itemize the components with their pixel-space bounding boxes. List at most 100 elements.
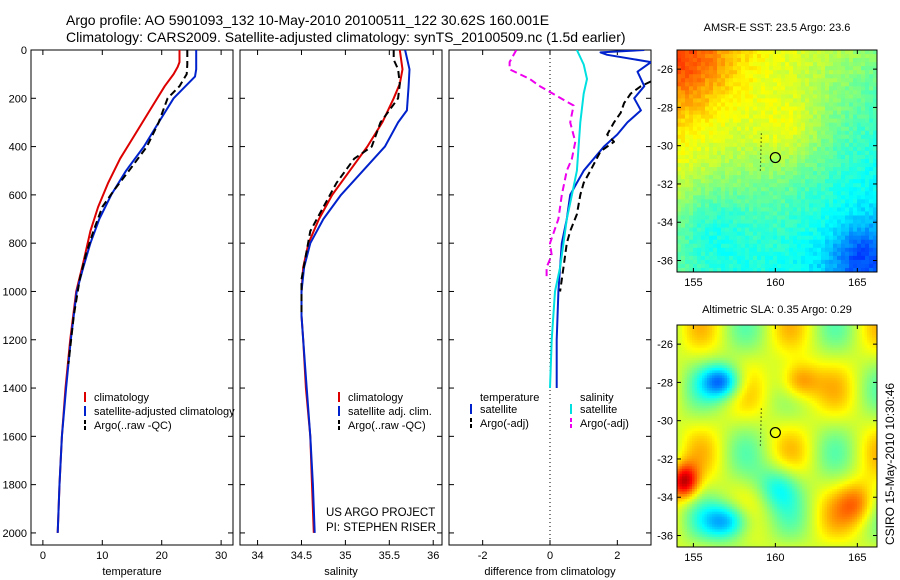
sla-map-cell xyxy=(719,405,723,409)
sst-map-cell xyxy=(861,142,866,148)
sla-map-cell xyxy=(684,335,688,339)
sst-map-cell xyxy=(741,223,746,228)
sst-map-cell xyxy=(705,255,710,261)
sst-map-cell xyxy=(793,74,798,79)
sla-map-cell xyxy=(712,499,715,502)
sla-map-cell xyxy=(717,438,720,442)
sla-map-cell xyxy=(697,486,700,490)
sla-map-cell xyxy=(722,466,725,470)
sla-map-cell xyxy=(714,483,718,487)
sst-map-cell xyxy=(757,142,762,148)
sla-map-cell xyxy=(727,514,730,518)
sst-map-cell xyxy=(733,203,738,208)
sla-map-cell xyxy=(729,433,733,437)
sst-map-cell xyxy=(773,102,778,107)
sst-map-cell xyxy=(753,74,758,79)
sst-map-cell xyxy=(697,219,702,224)
sst-map-cell xyxy=(865,150,870,156)
sla-map-cell xyxy=(692,342,695,346)
sst-map-cell xyxy=(729,114,734,120)
sla-map-cell xyxy=(684,461,688,465)
sst-map-cell xyxy=(841,239,846,245)
sst-map-cell xyxy=(737,50,742,55)
sla-map-cell xyxy=(689,332,693,336)
sst-map-cell xyxy=(873,114,878,120)
sla-map-cell xyxy=(704,461,708,465)
sla-map-cell xyxy=(724,370,728,374)
sst-map-cell xyxy=(769,70,774,75)
sst-map-cell xyxy=(817,167,822,172)
sst-map-cell xyxy=(785,50,790,55)
sst-map-cell xyxy=(805,175,810,180)
sla-map-cell xyxy=(732,481,735,485)
sla-map-cell xyxy=(677,385,680,389)
sla-map-cell xyxy=(707,423,710,427)
sla-map-cell xyxy=(709,443,713,447)
sla-map-cell xyxy=(702,463,705,467)
sst-map-cell xyxy=(869,54,874,59)
sla-map-cell xyxy=(712,335,715,339)
sla-map-cell xyxy=(732,473,735,477)
sst-map-cell xyxy=(837,118,842,124)
sst-map-cell xyxy=(781,235,786,241)
sst-map-cell xyxy=(793,138,798,144)
sla-map-cell xyxy=(677,355,680,359)
sst-map-cell xyxy=(869,195,874,200)
sla-map-cell xyxy=(677,524,680,528)
sla-map-cell xyxy=(712,388,715,391)
sla-map-cell xyxy=(692,372,695,376)
sla-map-cell xyxy=(682,390,685,394)
sst-map-cell xyxy=(809,130,814,136)
sla-map-cell xyxy=(679,438,683,442)
sst-map-cell xyxy=(697,223,702,228)
sst-map-cell xyxy=(861,171,866,176)
sla-map-cell xyxy=(692,478,695,482)
sla-map-cell xyxy=(727,350,730,354)
sst-map-cell xyxy=(721,86,726,91)
sst-map-cell xyxy=(821,78,826,83)
sst-map-cell xyxy=(677,255,682,261)
sla-map-cell xyxy=(722,423,725,427)
sla-map-cell xyxy=(724,468,728,472)
sla-map-cell xyxy=(719,330,723,333)
sst-map-cell xyxy=(829,98,834,103)
sst-map-cell xyxy=(677,163,682,168)
sst-map-cell xyxy=(729,70,734,75)
sla-map-cell xyxy=(727,415,730,419)
sla-map-cell xyxy=(729,413,733,417)
sst-map-cell xyxy=(805,130,810,136)
sst-map-cell xyxy=(781,110,786,115)
sla-map-cell xyxy=(727,393,730,397)
sla-map-cell xyxy=(717,375,720,379)
sst-map-cell xyxy=(777,150,782,156)
sst-map-cell xyxy=(817,255,822,261)
sst-map-cell xyxy=(725,122,730,128)
sst-map-cell xyxy=(749,167,754,172)
sla-map-cell xyxy=(724,335,728,339)
sla-map-cell xyxy=(727,355,730,359)
sst-map-cell xyxy=(745,199,750,204)
sla-map-cell xyxy=(682,400,685,404)
sst-map-cell xyxy=(701,94,706,99)
sla-map-cell xyxy=(717,423,720,427)
sla-map-cell xyxy=(717,491,720,495)
sst-map-xtick-label: 160 xyxy=(766,277,784,289)
sla-map-cell xyxy=(724,456,728,460)
sst-map-cell xyxy=(761,98,766,103)
sst-map-cell xyxy=(761,207,766,212)
sla-map-cell xyxy=(717,483,720,487)
sla-map-cell xyxy=(727,453,730,457)
sla-map-cell xyxy=(714,405,718,409)
sst-map-cell xyxy=(785,171,790,176)
sla-map-cell xyxy=(709,347,713,351)
sla-map-cell xyxy=(709,496,713,500)
sst-map-cell xyxy=(721,62,726,67)
sst-map-cell xyxy=(677,78,682,83)
sst-map-cell xyxy=(861,86,866,91)
sst-map-cell xyxy=(685,66,690,71)
sla-map-cell xyxy=(682,481,685,485)
sst-map-cell xyxy=(773,203,778,208)
sst-map-cell xyxy=(689,54,694,59)
sst-map-cell xyxy=(765,74,770,79)
sla-map-cell xyxy=(734,367,738,371)
